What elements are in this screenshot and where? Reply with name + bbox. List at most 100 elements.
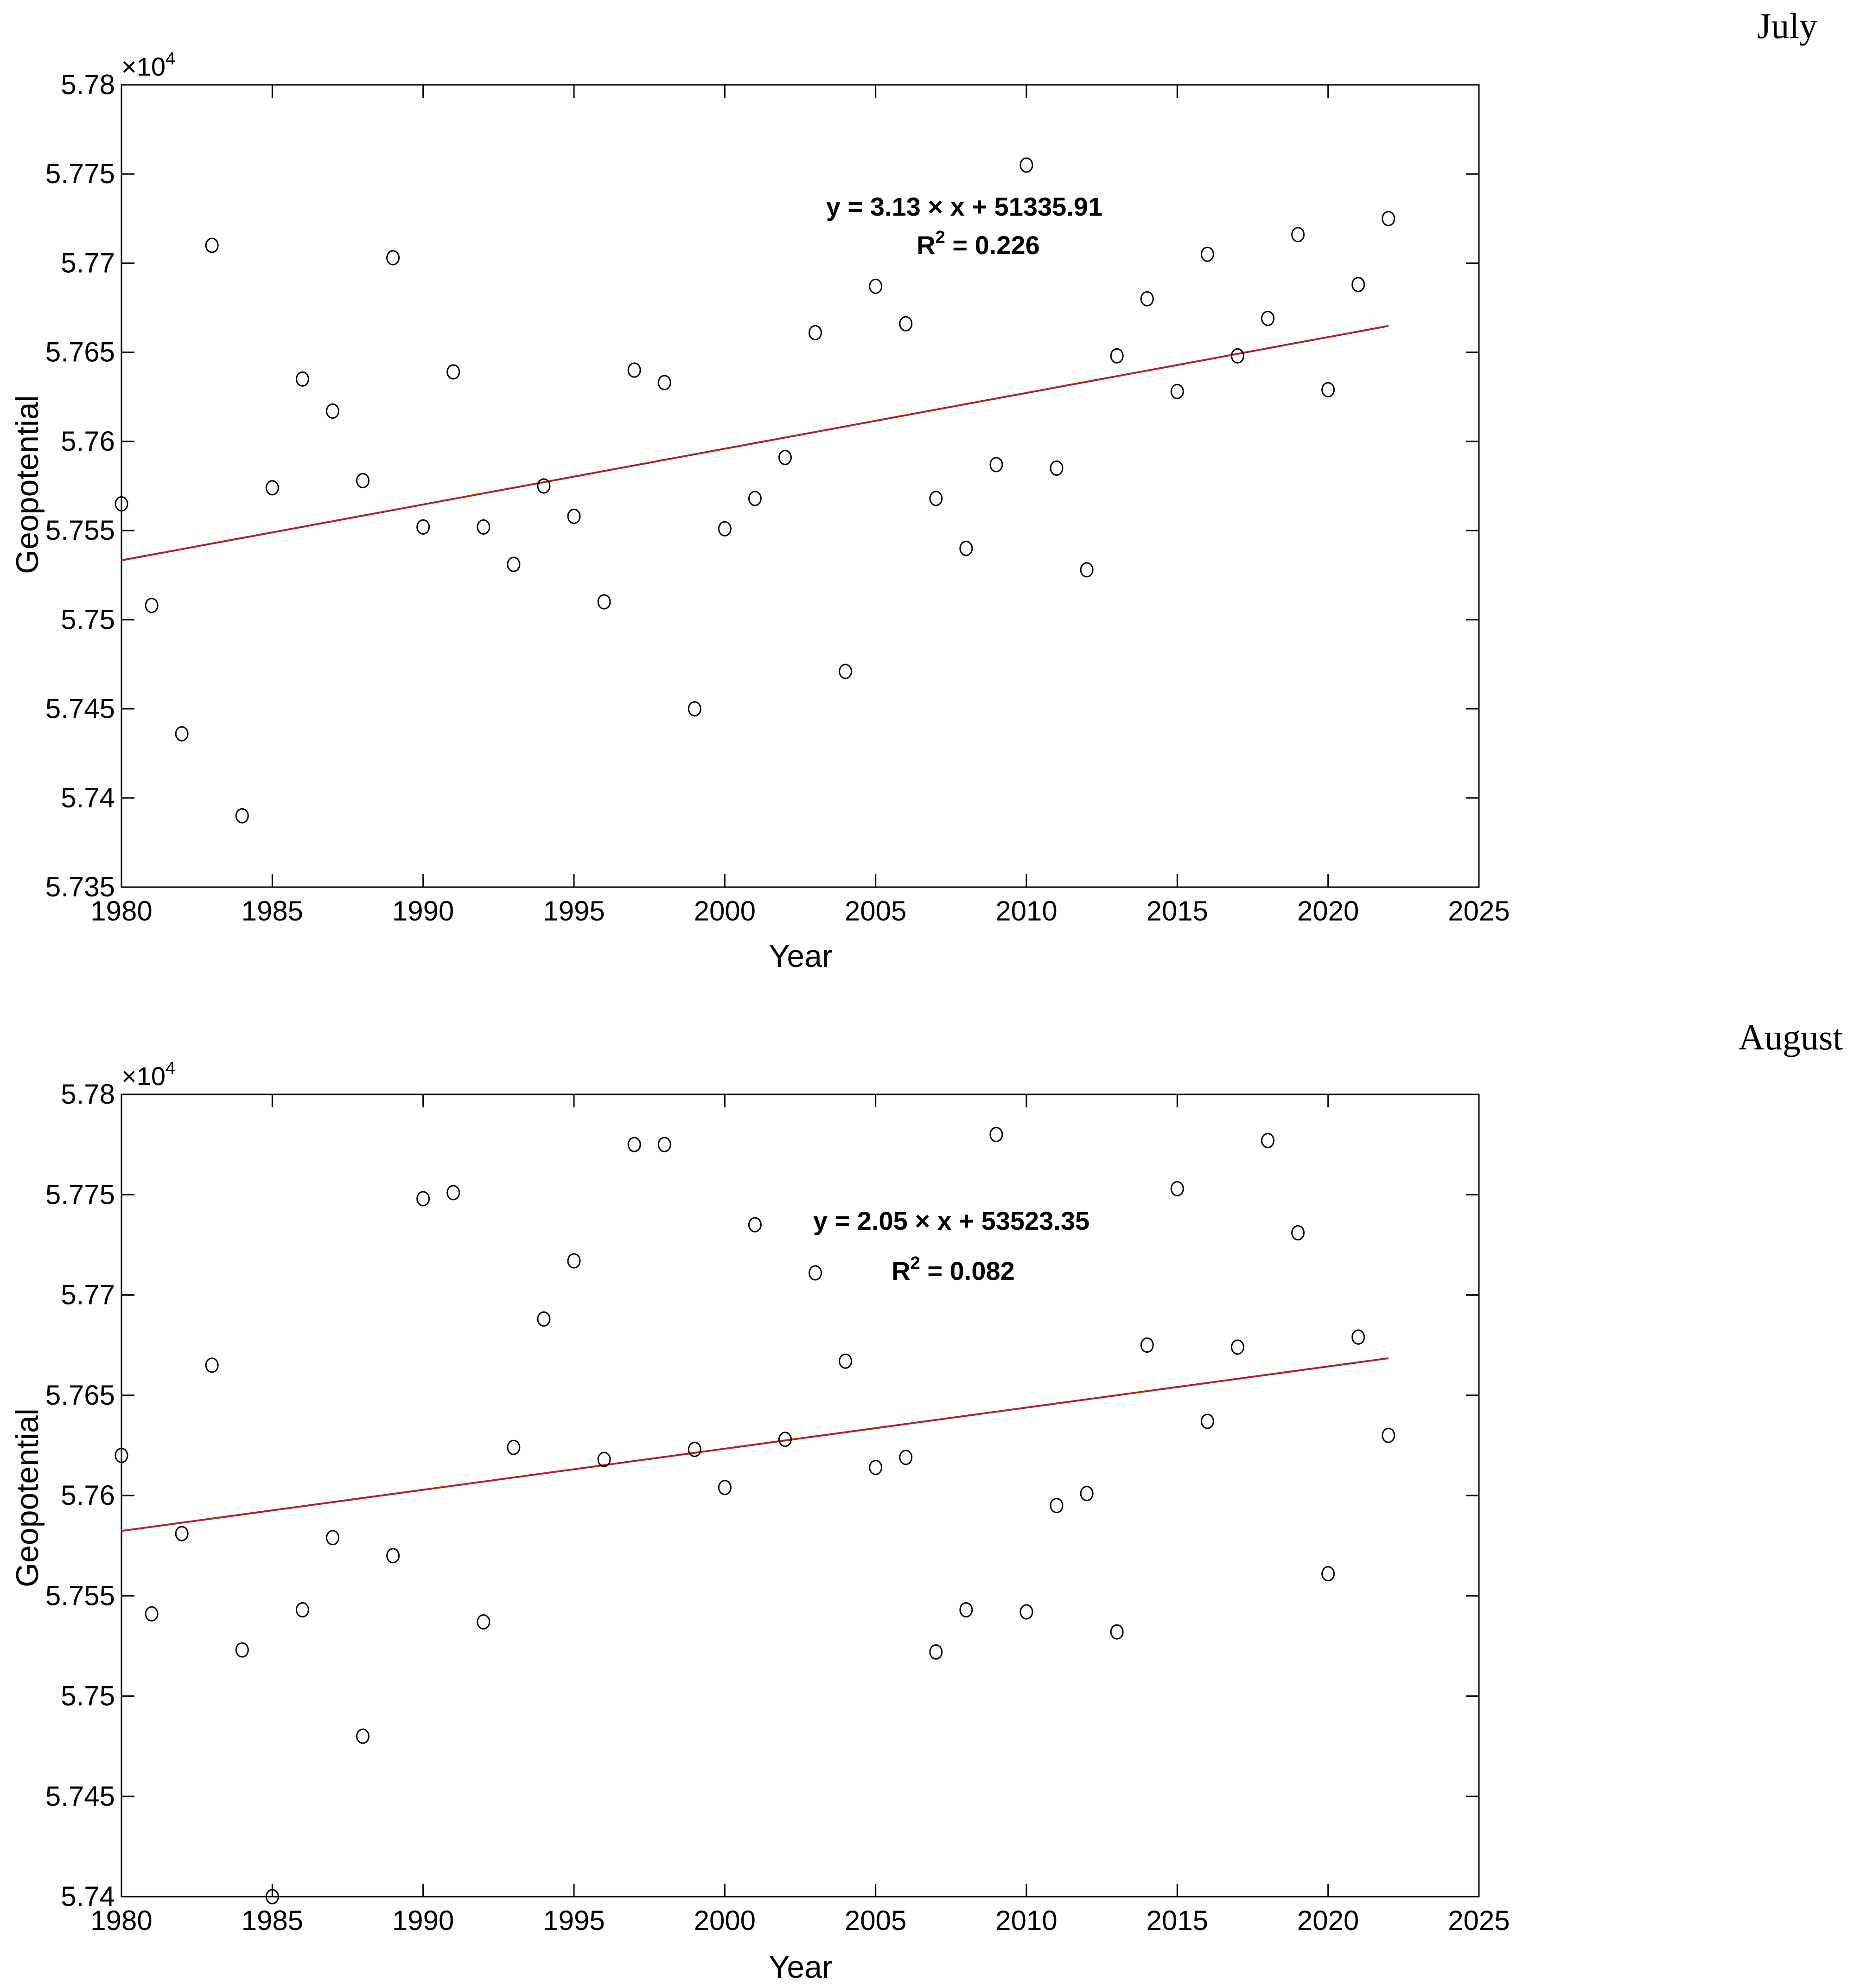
data-point xyxy=(869,278,883,294)
x-tick-label: 2025 xyxy=(1448,1905,1510,1936)
data-point xyxy=(1200,246,1214,262)
data-point xyxy=(1261,1132,1275,1148)
regression-equation: y = 2.05 × x + 53523.35 xyxy=(813,1206,1089,1235)
data-point xyxy=(839,1353,853,1369)
data-point xyxy=(477,519,490,535)
data-point xyxy=(507,556,521,572)
r-squared: R2 = 0.226 xyxy=(917,228,1040,260)
y-tick-labels: 5.735 5.74 5.745 5.75 5.755 5.76 5.765 5.77 5.77… xyxy=(45,69,115,902)
trend-line xyxy=(121,325,1389,562)
data-point xyxy=(567,508,581,524)
data-point xyxy=(145,1606,159,1622)
y-tick-label: 5.745 xyxy=(45,1781,115,1812)
data-point xyxy=(507,1439,521,1455)
r-squared: R2 = 0.082 xyxy=(892,1253,1015,1285)
x-tick-label: 2010 xyxy=(995,895,1057,927)
data-points xyxy=(115,157,1395,824)
data-point xyxy=(1080,562,1094,578)
data-point xyxy=(688,701,701,717)
y-tick-label: 5.775 xyxy=(45,158,115,189)
x-tick-labels: 1980 1985 1990 1995 2000 2005 2010 2015 2020 2025 xyxy=(90,895,1510,927)
data-point xyxy=(1351,277,1365,293)
y-tick-label: 5.75 xyxy=(61,604,115,635)
x-tick-label: 2025 xyxy=(1448,895,1510,927)
y-tick-label: 5.765 xyxy=(45,1380,115,1411)
data-point xyxy=(1110,1624,1124,1640)
x-tick-label: 1985 xyxy=(242,895,303,927)
x-axis-label: Year xyxy=(769,1950,832,1985)
plot-area xyxy=(121,84,1480,888)
axes-box xyxy=(121,84,1480,888)
chart-panel-july: July 5.7355.745.7455.755.7555.765.7655.7… xyxy=(10,6,1817,974)
data-point xyxy=(295,371,309,387)
data-point xyxy=(386,250,400,266)
x-tick-label: 2020 xyxy=(1297,1905,1359,1936)
x-tick-label: 1980 xyxy=(90,1905,152,1936)
data-point xyxy=(386,1548,400,1564)
data-point xyxy=(778,449,792,465)
data-point xyxy=(416,519,430,535)
data-point xyxy=(839,664,853,679)
y-tick-label: 5.755 xyxy=(45,1580,115,1611)
data-point xyxy=(1321,1566,1335,1582)
data-point xyxy=(235,1642,249,1658)
data-point xyxy=(1019,157,1033,173)
data-point xyxy=(145,598,159,614)
x-tick-label: 1990 xyxy=(392,895,454,927)
data-point xyxy=(597,1451,611,1467)
data-point xyxy=(1261,311,1275,326)
x-tick-label: 1990 xyxy=(392,1905,454,1936)
data-point xyxy=(1200,1413,1214,1429)
data-point xyxy=(657,1137,671,1152)
data-point xyxy=(1230,348,1244,364)
data-point xyxy=(175,1526,189,1541)
data-point xyxy=(627,1137,641,1152)
data-point xyxy=(537,1311,551,1327)
data-points xyxy=(115,1127,1395,1905)
x-tick-label: 2005 xyxy=(845,895,906,927)
x-tick-label: 2015 xyxy=(1147,895,1208,927)
data-point xyxy=(295,1602,309,1618)
y-tick-label: 5.75 xyxy=(61,1681,115,1712)
data-point xyxy=(325,403,339,419)
data-point xyxy=(356,473,370,488)
y-tick-label: 5.765 xyxy=(45,337,115,368)
chart-panel-august: August 5.745.7455.755.7555.765.7655.775.… xyxy=(10,1017,1843,1985)
data-point xyxy=(446,364,460,380)
y-tick-labels: 5.74 5.745 5.75 5.755 5.76 5.765 5.77 5.775 5.78 xyxy=(45,1079,115,1912)
chart-title: July xyxy=(1757,6,1817,46)
data-point xyxy=(1382,1427,1395,1443)
data-point xyxy=(989,457,1003,473)
data-point xyxy=(265,1889,279,1905)
x-axis-label: Year xyxy=(769,939,832,974)
data-point xyxy=(778,1432,792,1447)
y-axis-multiplier: ×104 xyxy=(121,49,175,81)
y-tick-label: 5.78 xyxy=(61,69,115,100)
data-point xyxy=(325,1530,339,1546)
data-point xyxy=(718,521,732,537)
data-point xyxy=(688,1442,701,1457)
x-tick-labels: 1980 1985 1990 1995 2000 2005 2010 2015 2020 2025 xyxy=(90,1905,1510,1936)
data-point xyxy=(537,478,551,494)
plot-area xyxy=(121,1093,1480,1898)
regression-equation: y = 3.13 × x + 51335.91 xyxy=(826,192,1102,221)
y-tick-label: 5.74 xyxy=(61,782,115,813)
data-point xyxy=(265,480,279,496)
x-tick-label: 2015 xyxy=(1147,1905,1208,1936)
y-tick-label: 5.77 xyxy=(61,247,115,278)
data-point xyxy=(1050,460,1064,476)
y-axis-multiplier: ×104 xyxy=(121,1059,175,1091)
data-point xyxy=(175,726,189,742)
data-point xyxy=(205,1357,219,1373)
data-point xyxy=(869,1459,883,1475)
data-point xyxy=(1050,1498,1064,1514)
data-point xyxy=(748,491,762,506)
y-tick-label: 5.74 xyxy=(61,1881,115,1912)
trend-line-segment xyxy=(121,1357,1389,1532)
data-point xyxy=(115,496,128,511)
x-tick-label: 2000 xyxy=(694,895,756,927)
y-tick-label: 5.755 xyxy=(45,515,115,546)
y-tick-label: 5.78 xyxy=(61,1079,115,1110)
axes-box xyxy=(121,1093,1480,1898)
